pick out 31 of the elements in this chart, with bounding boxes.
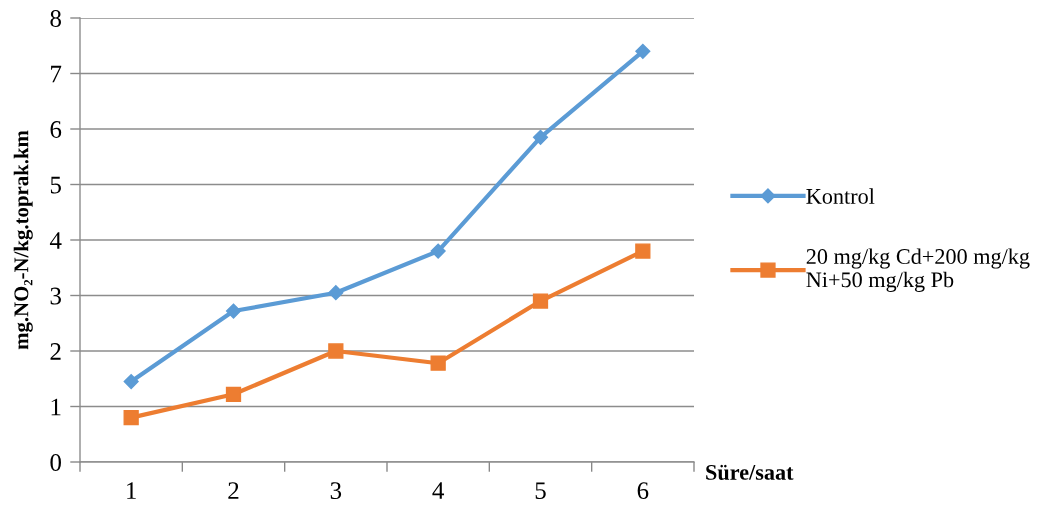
- x-tick-label: 3: [330, 482, 342, 500]
- y-tick-label: 0: [50, 454, 61, 471]
- y-tick-label: 4: [49, 232, 62, 249]
- y-axis-title: mg.NO₂-N/kg.toprak.km: [13, 130, 33, 350]
- point: [328, 285, 344, 301]
- x-tick-label: 1: [127, 482, 136, 499]
- point: [635, 43, 651, 59]
- point: [532, 129, 549, 145]
- point: [635, 243, 651, 259]
- x-tick-label: 6: [637, 482, 649, 500]
- point: [123, 373, 139, 390]
- x-tick-label: 2: [228, 482, 239, 499]
- point: [430, 355, 446, 371]
- point: [328, 343, 344, 359]
- y-tick-label: 7: [51, 65, 62, 83]
- legend-label: Kontrol: [806, 188, 875, 204]
- y-tick-label: 1: [51, 398, 61, 416]
- legend-label: 20 mg/kg Cd+200 mg/kg Ni+50 mg/kg Pb: [806, 248, 1030, 292]
- x-axis-title: Süre/saat: [706, 464, 794, 480]
- point: [430, 243, 446, 259]
- y-tick-label: 3: [50, 287, 61, 305]
- point: [225, 386, 242, 402]
- point: [123, 409, 139, 426]
- y-tick-label: 6: [50, 121, 62, 138]
- point: [532, 293, 549, 309]
- y-tick-label: 5: [50, 176, 61, 194]
- x-tick-label: 4: [432, 482, 445, 499]
- point: [225, 303, 242, 319]
- y-tick-label: 2: [50, 343, 61, 360]
- y-tick-label: 8: [50, 10, 61, 27]
- x-tick-label: 5: [535, 482, 546, 500]
